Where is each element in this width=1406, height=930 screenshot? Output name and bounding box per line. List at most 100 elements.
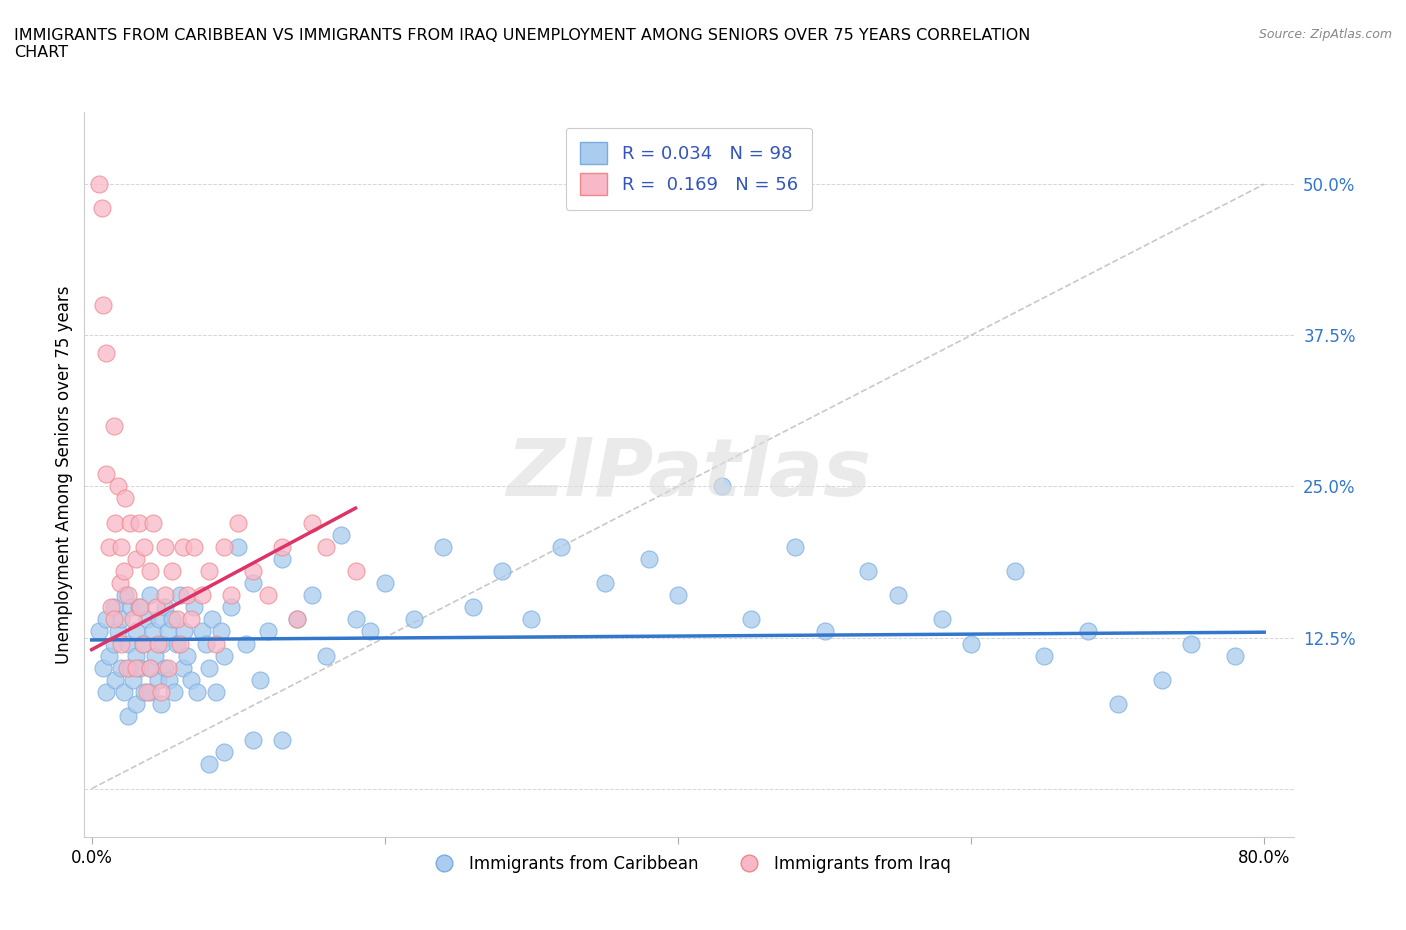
Point <box>1004 564 1026 578</box>
Point <box>134 539 156 554</box>
Point <box>143 648 166 663</box>
Point <box>142 624 165 639</box>
Point <box>153 588 176 603</box>
Point <box>149 697 172 711</box>
Point <box>107 479 129 494</box>
Point <box>315 539 337 554</box>
Point <box>226 539 249 554</box>
Point <box>96 684 118 699</box>
Point <box>212 745 235 760</box>
Point <box>226 515 249 530</box>
Point <box>114 491 136 506</box>
Point <box>593 576 616 591</box>
Point <box>117 709 139 724</box>
Point <box>124 660 146 675</box>
Point <box>115 660 138 675</box>
Point <box>176 648 198 663</box>
Point <box>931 612 953 627</box>
Point <box>149 684 172 699</box>
Text: Source: ZipAtlas.com: Source: ZipAtlas.com <box>1258 28 1392 41</box>
Point <box>121 612 143 627</box>
Point <box>183 600 205 615</box>
Y-axis label: Unemployment Among Seniors over 75 years: Unemployment Among Seniors over 75 years <box>55 286 73 663</box>
Point <box>271 539 294 554</box>
Point <box>198 564 221 578</box>
Point <box>124 624 146 639</box>
Point <box>1107 697 1129 711</box>
Point <box>198 660 221 675</box>
Point <box>139 660 162 675</box>
Point <box>491 564 513 578</box>
Point <box>129 600 152 615</box>
Point <box>136 612 159 627</box>
Point <box>212 539 235 554</box>
Point <box>162 612 184 627</box>
Point <box>103 418 125 433</box>
Point <box>128 515 150 530</box>
Point <box>249 672 271 687</box>
Point <box>104 672 127 687</box>
Text: ZIPatlas: ZIPatlas <box>506 435 872 513</box>
Point <box>813 624 835 639</box>
Point <box>173 624 195 639</box>
Point <box>103 636 125 651</box>
Point <box>183 539 205 554</box>
Point <box>242 576 264 591</box>
Point <box>166 612 188 627</box>
Point <box>112 564 135 578</box>
Point <box>315 648 337 663</box>
Point <box>190 588 212 603</box>
Point <box>146 636 169 651</box>
Point <box>1150 672 1173 687</box>
Point <box>156 660 179 675</box>
Point <box>156 624 179 639</box>
Point <box>118 660 141 675</box>
Point <box>205 636 228 651</box>
Point <box>271 733 294 748</box>
Point <box>550 539 572 554</box>
Point <box>285 612 308 627</box>
Point <box>198 757 221 772</box>
Point <box>139 564 162 578</box>
Point <box>858 564 880 578</box>
Point <box>103 612 125 627</box>
Point <box>180 672 202 687</box>
Point <box>128 600 150 615</box>
Point <box>129 660 152 675</box>
Point <box>186 684 208 699</box>
Point <box>374 576 396 591</box>
Point <box>132 636 155 651</box>
Point <box>103 600 125 615</box>
Point <box>235 636 257 651</box>
Point <box>117 588 139 603</box>
Point <box>110 539 132 554</box>
Point <box>256 588 278 603</box>
Point <box>100 600 122 615</box>
Point <box>219 588 242 603</box>
Point <box>124 551 146 566</box>
Point <box>242 733 264 748</box>
Point <box>132 636 155 651</box>
Point <box>887 588 910 603</box>
Point <box>121 672 143 687</box>
Point <box>201 612 224 627</box>
Point <box>329 527 352 542</box>
Point <box>134 684 156 699</box>
Point <box>112 684 135 699</box>
Point <box>118 515 141 530</box>
Point <box>117 636 139 651</box>
Point <box>172 539 194 554</box>
Point <box>1223 648 1246 663</box>
Point <box>96 467 118 482</box>
Point <box>139 660 162 675</box>
Point <box>96 346 118 361</box>
Point <box>107 624 129 639</box>
Point <box>93 298 115 312</box>
Point <box>205 684 228 699</box>
Point <box>242 564 264 578</box>
Point <box>432 539 454 554</box>
Point <box>136 684 159 699</box>
Point <box>301 515 323 530</box>
Point <box>637 551 659 566</box>
Point <box>169 588 191 603</box>
